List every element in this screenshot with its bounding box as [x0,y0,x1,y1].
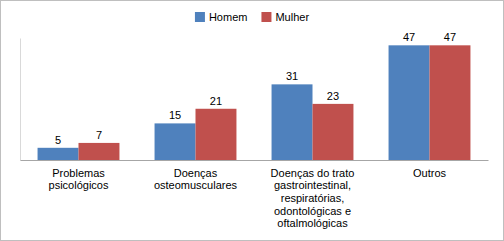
legend-label: Homem [209,11,248,23]
bar [313,104,354,160]
data-label: 23 [327,90,339,102]
bar [389,45,430,160]
x-tick-label: Doençasosteomusculares [154,167,238,192]
x-axis: Problemaspsicológicos Doençasosteomuscula… [21,160,489,229]
bar [38,148,79,160]
data-label: 7 [96,129,102,141]
x-tick-label: Outros [413,167,447,179]
data-labels: 5 15 31 47 7 21 23 47 [55,31,456,145]
y-axis [20,39,21,161]
legend-item: Homem [195,11,248,23]
legend-swatch [195,12,205,22]
x-axis-line [21,160,489,161]
data-label: 5 [55,134,61,146]
bars [38,45,471,160]
chart-frame [1,1,504,241]
x-tick: Outros [413,160,447,179]
legend-label: Mulher [275,11,309,23]
bar [430,45,471,160]
bar [155,123,196,160]
bar [272,84,313,160]
legend-swatch [261,12,271,22]
x-tick: Doençasosteomusculares [154,160,238,191]
x-tick: Doenças do tratogastrointestinal,respira… [271,160,355,229]
x-tick-label: Doenças do tratogastrointestinal,respira… [271,167,355,230]
bar [196,109,237,160]
data-label: 21 [210,95,222,107]
legend-item: Mulher [261,11,309,23]
data-label: 31 [286,70,298,82]
bar [79,143,120,160]
chart: 5 15 31 47 7 21 23 47 Problemaspsicológicos Doenç… [0,0,504,241]
y-axis-line [20,39,21,161]
x-tick-label: Problemaspsicológicos [49,167,109,192]
legend: Homem Mulher [195,11,309,23]
data-label: 15 [169,109,181,121]
data-label: 47 [403,31,415,43]
data-label: 47 [444,31,456,43]
x-tick: Problemaspsicológicos [49,160,109,191]
